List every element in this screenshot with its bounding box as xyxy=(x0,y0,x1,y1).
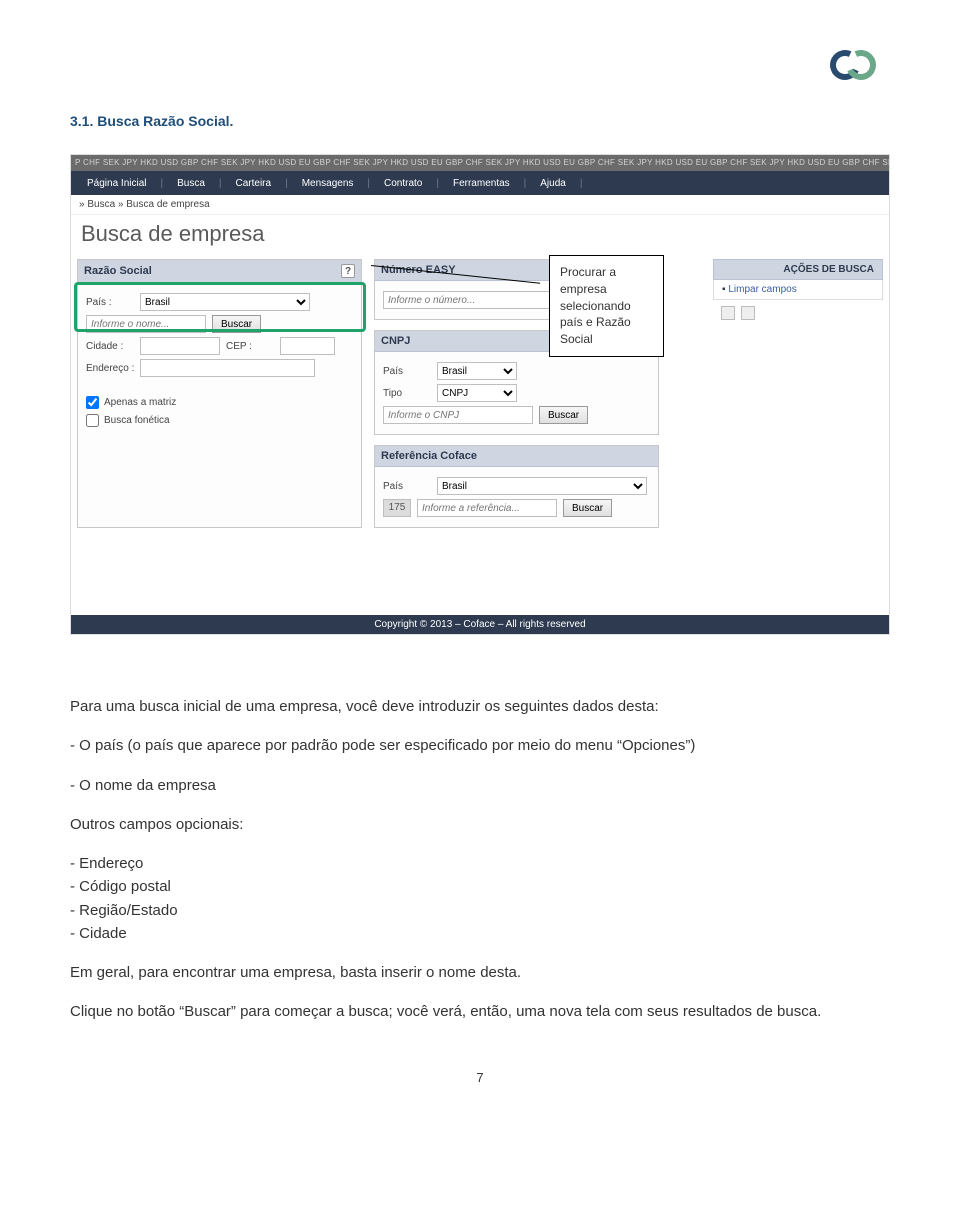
input-cnpj[interactable] xyxy=(383,406,533,424)
cb-fonetica[interactable] xyxy=(86,414,99,427)
select-cnpj-tipo[interactable]: CNPJ xyxy=(437,384,517,402)
document-body: Para uma busca inicial de uma empresa, v… xyxy=(70,695,890,1024)
input-cep[interactable] xyxy=(280,337,335,355)
label-ref-pais: País xyxy=(383,481,431,492)
menu-ajuda[interactable]: Ajuda xyxy=(530,178,576,189)
sidebar-title: AÇÕES DE BUSCA xyxy=(713,259,883,280)
btn-buscar-ref[interactable]: Buscar xyxy=(563,499,612,517)
panel-ref-title: Referência Coface xyxy=(381,450,477,462)
actions-sidebar: AÇÕES DE BUSCA ▪ Limpar campos xyxy=(713,259,883,528)
para-pais: - O país (o país que aparece por padrão … xyxy=(70,734,890,757)
label-cep: CEP : xyxy=(226,341,274,352)
panel-cnpj-title: CNPJ xyxy=(381,335,410,347)
panel-razao-social: Razão Social ? País : Brasil xyxy=(77,259,362,528)
li-regiao: - Região/Estado xyxy=(70,902,178,919)
currency-ticker: P CHF SEK JPY HKD USD GBP CHF SEK JPY HK… xyxy=(71,155,889,171)
logo-area xyxy=(70,50,890,93)
para-nome: - O nome da empresa xyxy=(70,774,890,797)
label-cnpj-pais: País xyxy=(383,366,431,377)
li-cidade: - Cidade xyxy=(70,925,127,942)
para-intro: Para uma busca inicial de uma empresa, v… xyxy=(70,695,890,718)
select-pais[interactable]: Brasil xyxy=(140,293,310,311)
label-cnpj-tipo: Tipo xyxy=(383,388,431,399)
label-pais: País : xyxy=(86,297,134,308)
panel-razao-title: Razão Social xyxy=(84,265,152,277)
input-endereco[interactable] xyxy=(140,359,315,377)
para-geral: Em geral, para encontrar uma empresa, ba… xyxy=(70,961,890,984)
menu-carteira[interactable]: Carteira xyxy=(226,178,282,189)
callout-box: Procurar a empresa selecionando país e R… xyxy=(549,255,664,357)
cb-matriz[interactable] xyxy=(86,396,99,409)
menubar: Página Inicial| Busca| Carteira| Mensage… xyxy=(71,171,889,195)
help-icon[interactable]: ? xyxy=(341,264,355,278)
print-icon[interactable] xyxy=(721,306,735,320)
menu-mensagens[interactable]: Mensagens xyxy=(292,178,364,189)
label-fonetica: Busca fonética xyxy=(104,415,170,426)
para-opcionais: Outros campos opcionais: xyxy=(70,813,890,836)
btn-buscar-razao[interactable]: Buscar xyxy=(212,315,261,333)
app-screenshot: P CHF SEK JPY HKD USD GBP CHF SEK JPY HK… xyxy=(70,154,890,635)
para-buscar: Clique no botão “Buscar” para começar a … xyxy=(70,1000,890,1023)
input-ref[interactable] xyxy=(417,499,557,517)
btn-buscar-cnpj[interactable]: Buscar xyxy=(539,406,588,424)
page-title: Busca de empresa xyxy=(77,219,883,259)
breadcrumb: » Busca » Busca de empresa xyxy=(71,195,889,215)
select-cnpj-pais[interactable]: Brasil xyxy=(437,362,517,380)
input-cidade[interactable] xyxy=(140,337,220,355)
label-endereco: Endereço : xyxy=(86,363,134,374)
export-icon[interactable] xyxy=(741,306,755,320)
label-matriz: Apenas a matriz xyxy=(104,397,176,408)
copyright-bar: Copyright © 2013 – Coface – All rights r… xyxy=(71,615,889,634)
label-cidade: Cidade : xyxy=(86,341,134,352)
logo-icon xyxy=(830,50,880,90)
select-ref-pais[interactable]: Brasil xyxy=(437,477,647,495)
menu-contrato[interactable]: Contrato xyxy=(374,178,432,189)
menu-pagina-inicial[interactable]: Página Inicial xyxy=(77,178,156,189)
link-limpar[interactable]: Limpar campos xyxy=(728,284,796,295)
li-codigo: - Código postal xyxy=(70,878,171,895)
menu-ferramentas[interactable]: Ferramentas xyxy=(443,178,520,189)
menu-busca[interactable]: Busca xyxy=(167,178,215,189)
li-endereco: - Endereço xyxy=(70,855,143,872)
page-number: 7 xyxy=(70,1040,890,1085)
ref-prefix: 175 xyxy=(383,499,411,517)
section-title: 3.1. Busca Razão Social. xyxy=(70,113,890,129)
input-nome[interactable] xyxy=(86,315,206,333)
panel-referencia: Referência Coface País Brasil 175 Buscar xyxy=(374,445,659,528)
